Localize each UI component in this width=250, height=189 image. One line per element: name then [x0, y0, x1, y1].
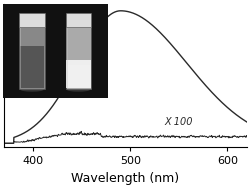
Bar	[66, 65, 90, 88]
Bar	[19, 13, 44, 27]
Bar	[20, 28, 21, 88]
X-axis label: Wavelength (nm): Wavelength (nm)	[71, 172, 179, 185]
Bar	[20, 46, 44, 88]
Ellipse shape	[20, 88, 44, 92]
Bar	[66, 28, 68, 88]
Bar	[66, 27, 91, 89]
Bar	[66, 60, 90, 88]
Text: X 100: X 100	[164, 117, 192, 127]
Ellipse shape	[66, 88, 90, 92]
Bar	[66, 13, 91, 27]
Bar	[19, 27, 44, 89]
